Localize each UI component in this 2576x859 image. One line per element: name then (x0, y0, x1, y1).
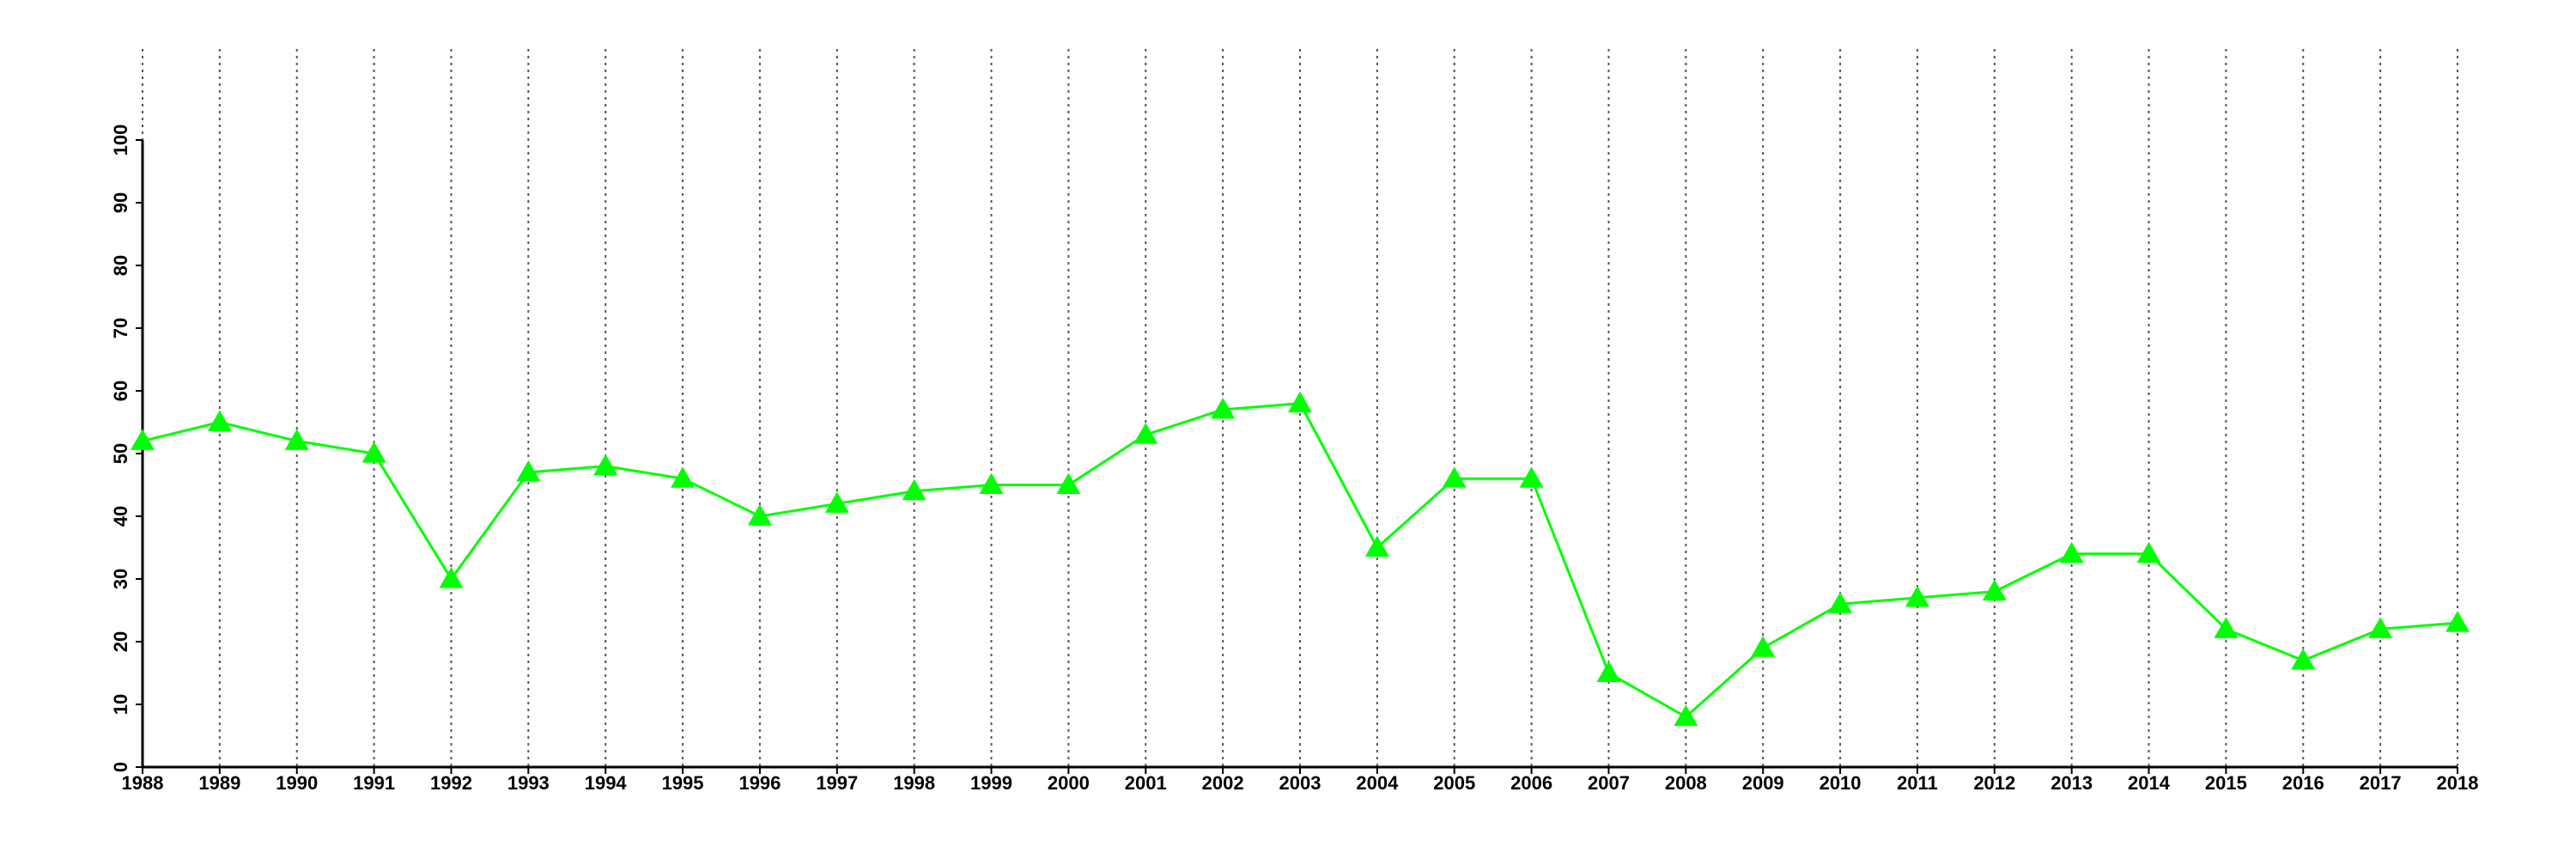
data-point (1751, 636, 1776, 657)
y-tick-label: 30 (110, 569, 131, 589)
x-tick-label: 2017 (2360, 772, 2402, 794)
data-point (2214, 617, 2239, 638)
x-tick-label: 2008 (1665, 772, 1707, 794)
y-tick-label: 10 (110, 694, 131, 715)
x-tick-label: 2007 (1588, 772, 1630, 794)
x-tick-label: 1997 (816, 772, 858, 794)
x-tick-label: 1994 (585, 772, 628, 794)
data-point (1828, 592, 1853, 613)
data-point (1519, 466, 1544, 488)
data-point (2059, 541, 2084, 564)
y-tick-label: 90 (110, 192, 131, 213)
x-tick-label: 2000 (1048, 772, 1090, 794)
y-tick-label: 0 (110, 762, 131, 772)
data-point (131, 429, 155, 450)
y-tick-label: 80 (110, 255, 131, 276)
x-tick-label: 1998 (893, 772, 935, 794)
data-point (671, 466, 696, 488)
y-tick-label: 40 (110, 506, 131, 527)
data-point (1982, 579, 2007, 601)
y-tick-label: 20 (110, 631, 131, 652)
x-tick-label: 2018 (2437, 772, 2479, 794)
x-tick-label: 2003 (1279, 772, 1321, 794)
data-point (2136, 541, 2161, 564)
data-point (1364, 535, 1389, 557)
x-tick-label: 2001 (1125, 772, 1167, 794)
data-point (1211, 397, 1236, 419)
data-point (284, 429, 309, 450)
data-point (593, 454, 618, 476)
x-tick-label: 1991 (353, 772, 395, 794)
x-tick-label: 1999 (970, 772, 1012, 794)
data-point (2368, 617, 2393, 638)
x-tick-label: 1990 (276, 772, 318, 794)
x-tick-label: 2006 (1510, 772, 1552, 794)
data-point (1288, 391, 1312, 413)
x-tick-label: 1989 (198, 772, 240, 794)
data-point (902, 478, 927, 501)
data-point (1056, 472, 1081, 494)
data-point (207, 410, 232, 431)
data-point (1133, 423, 1158, 444)
data-point (747, 504, 772, 526)
x-tick-label: 2004 (1356, 772, 1399, 794)
y-tick-label: 70 (110, 318, 131, 338)
x-tick-label: 1993 (507, 772, 550, 794)
data-point (2291, 648, 2316, 670)
x-tick-label: 2014 (2128, 772, 2171, 794)
data-point (439, 567, 464, 588)
y-tick-label: 50 (110, 443, 131, 464)
x-tick-label: 2011 (1897, 772, 1938, 794)
data-point (1596, 661, 1621, 682)
data-point (979, 472, 1004, 494)
x-tick-label: 2010 (1820, 772, 1862, 794)
x-tick-label: 1996 (738, 772, 781, 794)
y-tick-label: 60 (110, 381, 131, 401)
x-tick-label: 2016 (2282, 772, 2324, 794)
x-tick-label: 2012 (1973, 772, 2015, 794)
data-point (361, 442, 386, 463)
data-point (1442, 466, 1467, 488)
x-tick-label: 2013 (2050, 772, 2093, 794)
x-tick-label: 1995 (662, 772, 704, 794)
x-tick-label: 2005 (1433, 772, 1475, 794)
x-tick-label: 2009 (1742, 772, 1784, 794)
y-tick-label: 100 (110, 125, 131, 156)
x-tick-label: 2015 (2205, 772, 2247, 794)
data-point (2445, 611, 2470, 632)
x-tick-label: 1992 (430, 772, 472, 794)
x-tick-label: 2002 (1202, 772, 1244, 794)
data-point (824, 491, 849, 513)
data-point (1905, 585, 1929, 607)
data-point (1674, 704, 1698, 727)
x-tick-label: 1988 (122, 772, 164, 794)
data-point (516, 460, 541, 482)
